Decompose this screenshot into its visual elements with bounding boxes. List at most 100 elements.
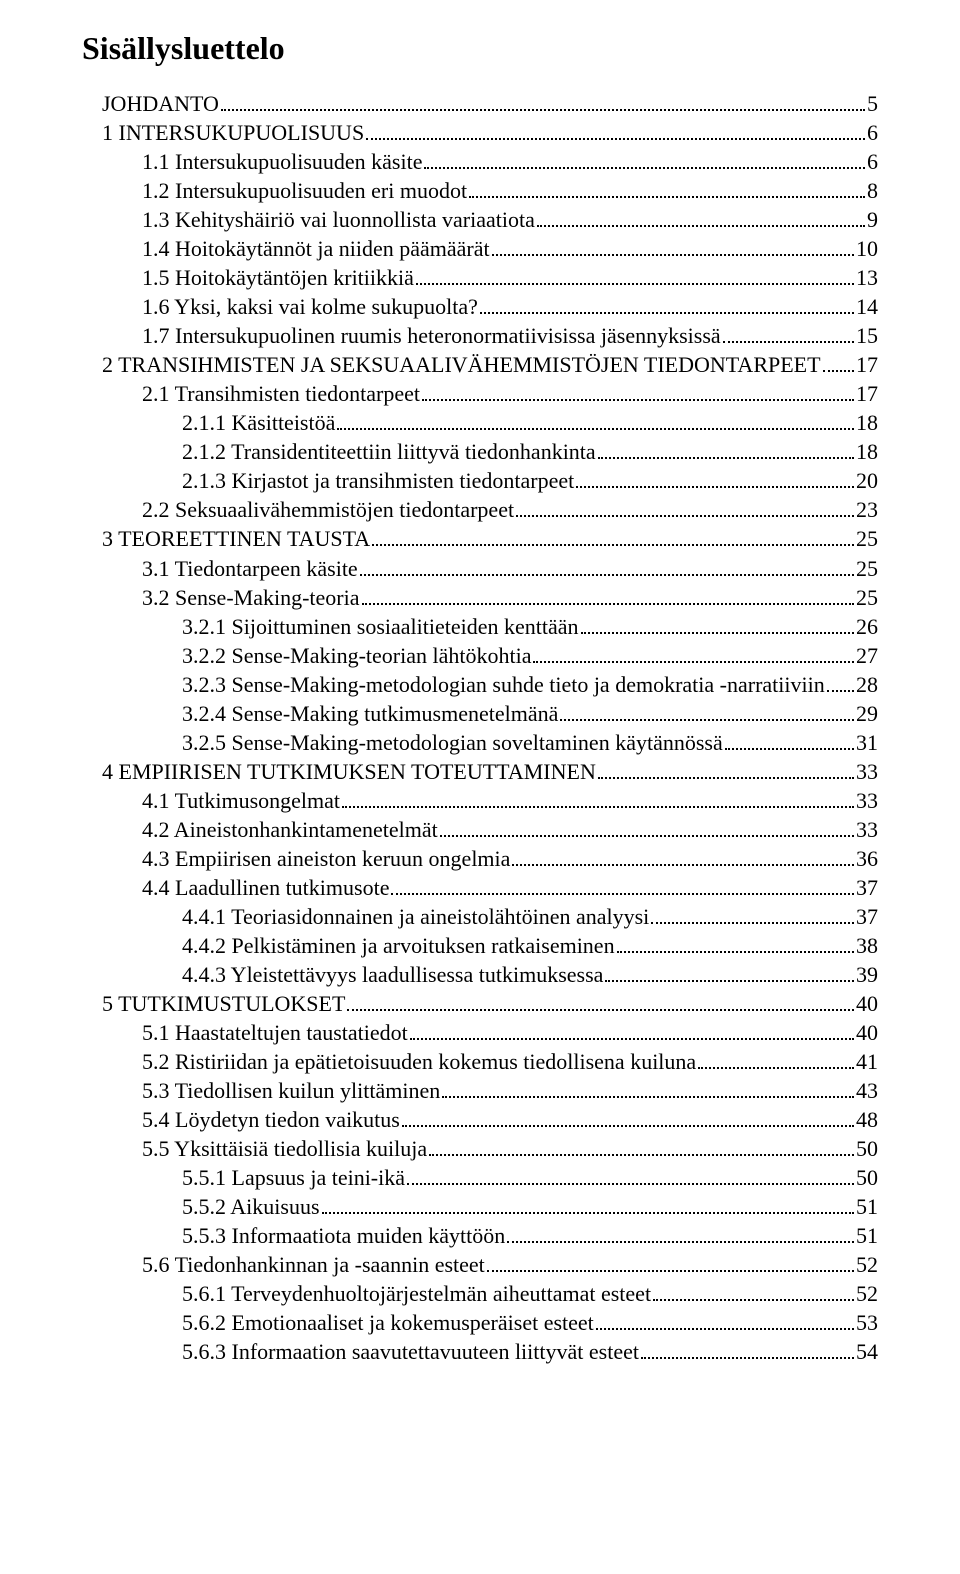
toc-label: 4.4.3 Yleistettävyys laadullisessa tutki…: [182, 960, 603, 989]
toc-leader-dots: [725, 730, 854, 750]
toc-leader-dots: [605, 962, 854, 982]
toc-entry: JOHDANTO5: [102, 89, 878, 118]
toc-leader-dots: [469, 179, 865, 199]
toc-leader-dots: [221, 91, 865, 111]
toc-entry: 5.6.2 Emotionaaliset ja kokemusperäiset …: [182, 1308, 878, 1337]
toc-leader-dots: [533, 643, 854, 663]
toc-entry: 3.2.5 Sense-Making-metodologian soveltam…: [182, 728, 878, 757]
toc-entry: 1.4 Hoitokäytännöt ja niiden päämäärät 10: [142, 234, 878, 263]
toc-entry: 4.3 Empiirisen aineiston keruun ongelmia…: [142, 844, 878, 873]
toc-leader-dots: [407, 1166, 854, 1186]
toc-label: 3.2.2 Sense-Making-teorian lähtökohtia: [182, 641, 531, 670]
toc-page-number: 8: [867, 176, 878, 205]
toc-leader-dots: [440, 817, 854, 837]
toc-entry: 5.2 Ristiriidan ja epätietoisuuden kokem…: [142, 1047, 878, 1076]
toc-page-number: 14: [856, 292, 878, 321]
toc-page-number: 37: [856, 873, 878, 902]
toc-page-number: 25: [856, 583, 878, 612]
toc-label: 1.1 Intersukupuolisuuden käsite: [142, 147, 422, 176]
toc-leader-dots: [598, 759, 854, 779]
toc-label: 5.2 Ristiriidan ja epätietoisuuden kokem…: [142, 1047, 696, 1076]
toc-page-number: 33: [856, 757, 878, 786]
toc-label: 1.6 Yksi, kaksi vai kolme sukupuolta?: [142, 292, 478, 321]
toc-label: 3 TEOREETTINEN TAUSTA: [102, 524, 370, 553]
toc-leader-dots: [391, 875, 854, 895]
toc-label: JOHDANTO: [102, 89, 219, 118]
toc-leader-dots: [576, 469, 854, 489]
toc-leader-dots: [653, 1282, 854, 1302]
toc-leader-dots: [480, 295, 854, 315]
toc-label: 1.4 Hoitokäytännöt ja niiden päämäärät: [142, 234, 490, 263]
toc-leader-dots: [360, 556, 854, 576]
toc-page-number: 43: [856, 1076, 878, 1105]
toc-entry: 5.4 Löydetyn tiedon vaikutus48: [142, 1105, 878, 1134]
toc-label: 3.2.1 Sijoittuminen sosiaalitieteiden ke…: [182, 612, 579, 641]
toc-label: 5.3 Tiedollisen kuilun ylittäminen: [142, 1076, 440, 1105]
toc-label: 2.1.3 Kirjastot ja transihmisten tiedont…: [182, 466, 574, 495]
toc-entry: 1.5 Hoitokäytäntöjen kritiikkiä13: [142, 263, 878, 292]
toc-page-number: 40: [856, 1018, 878, 1047]
toc-entry: 4 EMPIIRISEN TUTKIMUKSEN TOTEUTTAMINEN33: [102, 757, 878, 786]
toc-entry: 4.4 Laadullinen tutkimusote 37: [142, 873, 878, 902]
toc-entry: 5.6 Tiedonhankinnan ja -saannin esteet 52: [142, 1250, 878, 1279]
toc-page-number: 33: [856, 815, 878, 844]
toc-label: 1.7 Intersukupuolinen ruumis heteronorma…: [142, 321, 721, 350]
toc-label: 1 INTERSUKUPUOLISUUS: [102, 118, 364, 147]
toc-label: 5.5.1 Lapsuus ja teini-ikä: [182, 1163, 405, 1192]
toc-page-number: 52: [856, 1250, 878, 1279]
toc-leader-dots: [698, 1049, 854, 1069]
toc-leader-dots: [429, 1137, 854, 1157]
toc-entry: 2.1.2 Transidentiteettiin liittyvä tiedo…: [182, 437, 878, 466]
toc-leader-dots: [487, 1253, 854, 1273]
toc-label: 1.3 Kehityshäiriö vai luonnollista varia…: [142, 205, 535, 234]
toc-leader-dots: [827, 672, 854, 692]
toc-page-number: 50: [856, 1134, 878, 1163]
toc-page-number: 18: [856, 437, 878, 466]
toc-page-number: 38: [856, 931, 878, 960]
toc-label: 3.2 Sense-Making-teoria: [142, 583, 360, 612]
toc-label: 1.5 Hoitokäytäntöjen kritiikkiä: [142, 263, 414, 292]
toc-label: 2.1.1 Käsitteistöä: [182, 408, 335, 437]
toc-entry: 3.2.1 Sijoittuminen sosiaalitieteiden ke…: [182, 612, 878, 641]
toc-entry: 4.4.2 Pelkistäminen ja arvoituksen ratka…: [182, 931, 878, 960]
toc-leader-dots: [366, 120, 865, 140]
toc-page-number: 6: [867, 118, 878, 147]
toc-label: 5.5.2 Aikuisuus: [182, 1192, 320, 1221]
toc-entry: 5.3 Tiedollisen kuilun ylittäminen 43: [142, 1076, 878, 1105]
toc-entry: 3.2.2 Sense-Making-teorian lähtökohtia27: [182, 641, 878, 670]
toc-leader-dots: [581, 614, 854, 634]
toc-leader-dots: [560, 701, 854, 721]
toc-entry: 5.1 Haastateltujen taustatiedot 40: [142, 1018, 878, 1047]
toc-entry: 3.2.3 Sense-Making-metodologian suhde ti…: [182, 670, 878, 699]
toc-entry: 5.5.1 Lapsuus ja teini-ikä50: [182, 1163, 878, 1192]
toc-label: 2.2 Seksuaalivähemmistöjen tiedontarpeet: [142, 495, 514, 524]
toc-leader-dots: [723, 324, 854, 344]
toc-label: 4.4 Laadullinen tutkimusote: [142, 873, 389, 902]
toc-entry: 2.1.3 Kirjastot ja transihmisten tiedont…: [182, 466, 878, 495]
toc-entry: 5.5.3 Informaatiota muiden käyttöön51: [182, 1221, 878, 1250]
toc-entry: 5.5 Yksittäisiä tiedollisia kuiluja50: [142, 1134, 878, 1163]
toc-label: 2 TRANSIHMISTEN JA SEKSUAALIVÄHEMMISTÖJE…: [102, 350, 821, 379]
toc-label: 5.6 Tiedonhankinnan ja -saannin esteet: [142, 1250, 485, 1279]
toc-label: 5.5.3 Informaatiota muiden käyttöön: [182, 1221, 505, 1250]
toc-label: 4.3 Empiirisen aineiston keruun ongelmia: [142, 844, 510, 873]
toc-entry: 1.3 Kehityshäiriö vai luonnollista varia…: [142, 205, 878, 234]
toc-page-number: 26: [856, 612, 878, 641]
toc-leader-dots: [641, 1340, 854, 1360]
toc-leader-dots: [617, 933, 854, 953]
toc-page-number: 37: [856, 902, 878, 931]
toc-label: 2.1 Transihmisten tiedontarpeet: [142, 379, 420, 408]
toc-page-number: 51: [856, 1192, 878, 1221]
toc-label: 3.1 Tiedontarpeen käsite: [142, 554, 358, 583]
toc-label: 5.1 Haastateltujen taustatiedot: [142, 1018, 408, 1047]
toc-entry: 5.6.3 Informaation saavutettavuuteen lii…: [182, 1337, 878, 1366]
toc-leader-dots: [362, 585, 855, 605]
toc-label: 4.4.1 Teoriasidonnainen ja aineistolähtö…: [182, 902, 649, 931]
toc-leader-dots: [537, 208, 865, 228]
toc-leader-dots: [342, 788, 854, 808]
toc-leader-dots: [651, 904, 854, 924]
toc-page-number: 10: [856, 234, 878, 263]
toc-page-number: 15: [856, 321, 878, 350]
toc-page-number: 9: [867, 205, 878, 234]
toc-label: 5.6.1 Terveydenhuoltojärjestelmän aiheut…: [182, 1279, 651, 1308]
